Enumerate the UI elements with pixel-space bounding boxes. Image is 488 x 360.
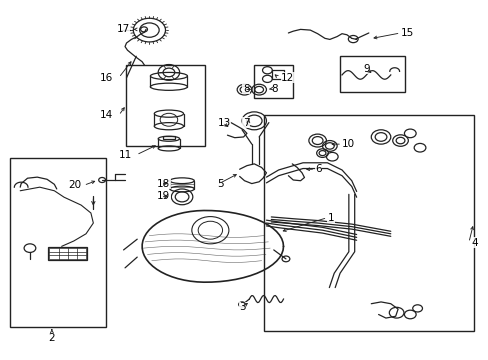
Text: 2: 2: [48, 333, 55, 343]
Text: 7: 7: [242, 118, 249, 128]
Bar: [163, 136, 174, 139]
Text: 10: 10: [341, 139, 354, 149]
Bar: [48, 247, 86, 260]
Text: 9: 9: [363, 64, 369, 74]
Text: 14: 14: [100, 111, 113, 121]
Text: 18: 18: [157, 179, 170, 189]
Text: 3: 3: [239, 302, 246, 312]
Text: 8: 8: [271, 84, 277, 94]
Text: 19: 19: [157, 191, 170, 201]
Bar: [10, 158, 105, 327]
Text: 16: 16: [100, 73, 113, 83]
Text: 12: 12: [281, 73, 294, 83]
Text: 1: 1: [327, 213, 333, 222]
Bar: [264, 116, 473, 330]
Text: 17: 17: [117, 24, 130, 35]
Bar: [254, 65, 293, 98]
Bar: [126, 65, 205, 146]
Text: 13: 13: [217, 118, 230, 128]
Text: 5: 5: [217, 179, 224, 189]
Text: 20: 20: [68, 180, 81, 190]
Text: 11: 11: [119, 150, 132, 160]
Text: 8: 8: [242, 84, 249, 94]
Text: 6: 6: [315, 164, 321, 174]
Text: 15: 15: [400, 28, 413, 38]
Text: 4: 4: [470, 238, 477, 248]
Bar: [339, 56, 405, 92]
